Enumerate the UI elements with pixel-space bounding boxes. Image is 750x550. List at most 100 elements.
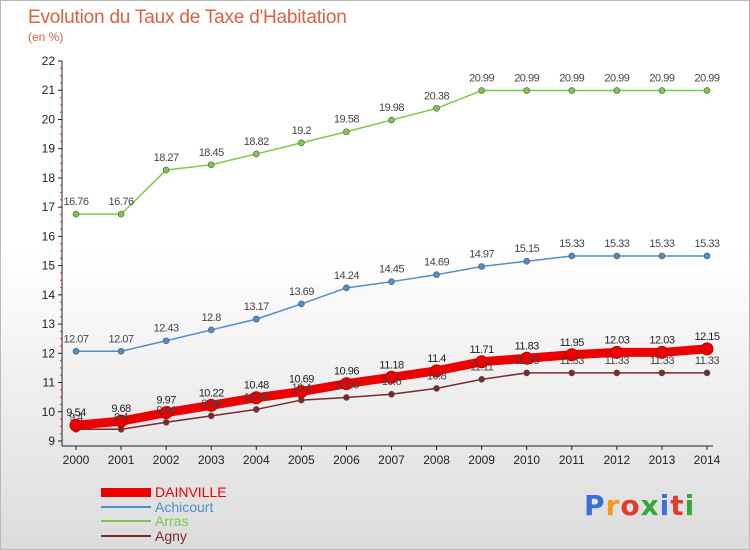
data-label: 14.24 (334, 270, 359, 282)
y-minor-tick (60, 67, 62, 69)
data-point (703, 369, 711, 377)
data-label: 9.64 (156, 404, 176, 416)
data-label: 11.18 (379, 359, 404, 371)
data-point (703, 252, 711, 260)
y-minor-tick (60, 82, 62, 84)
axes (58, 60, 713, 450)
data-point (433, 271, 440, 278)
data-point (252, 406, 260, 413)
data-point (565, 348, 579, 362)
data-label: 11.33 (515, 355, 540, 367)
data-label: 9.68 (111, 403, 131, 415)
data-label: 10.96 (334, 366, 359, 378)
data-point (159, 406, 173, 420)
y-minor-tick (60, 228, 62, 230)
x-tick-label: 2010 (513, 453, 540, 467)
y-tick-label: 13 (42, 317, 56, 331)
data-point (433, 385, 440, 392)
data-label: 11.33 (650, 355, 675, 367)
x-tick-label: 2000 (63, 453, 90, 467)
series-agny (72, 369, 711, 433)
y-minor-tick (60, 75, 62, 77)
data-label: 18.27 (154, 152, 179, 164)
y-tick-label: 11 (43, 376, 56, 390)
data-label: 12.15 (694, 331, 719, 343)
legend-label: Achicourt (155, 498, 214, 515)
data-point (294, 385, 308, 399)
y-tick-label: 16 (42, 229, 56, 243)
y-tick-label: 21 (42, 83, 56, 97)
data-label: 11.33 (560, 355, 585, 367)
proxiti-logo: Proxiti (584, 489, 695, 522)
y-minor-tick (60, 133, 62, 135)
logo-letter: x (640, 489, 660, 522)
data-point (343, 284, 350, 292)
data-label: 16.76 (63, 196, 88, 208)
series-arras (72, 87, 711, 218)
y-tick-label: 22 (42, 54, 56, 68)
y-tick-label: 9 (48, 434, 55, 448)
data-point (249, 391, 263, 405)
data-point (703, 87, 711, 94)
data-label: 9.4 (69, 411, 83, 423)
y-minor-tick (60, 192, 62, 194)
y-minor-tick (60, 170, 62, 172)
data-label: 9.54 (66, 407, 86, 419)
data-point (117, 347, 125, 355)
data-point (658, 252, 666, 260)
data-label: 12.03 (604, 334, 629, 346)
series-achicourt (72, 252, 711, 355)
logo-letter: r (605, 489, 621, 522)
data-point (433, 105, 440, 112)
y-minor-tick (60, 221, 62, 223)
y-minor-tick (60, 425, 62, 427)
data-point (72, 347, 80, 355)
data-point (388, 116, 395, 124)
data-point (69, 418, 83, 432)
y-tick-label: 17 (42, 200, 56, 214)
data-point (613, 87, 621, 94)
y-minor-tick (60, 301, 62, 303)
legend-label: Arras (155, 513, 189, 529)
data-point (388, 278, 395, 285)
data-point (385, 370, 398, 384)
logo-letter: t (670, 489, 685, 522)
x-tick-label: 2013 (649, 453, 676, 467)
data-label: 19.2 (292, 125, 312, 137)
data-label: 11.83 (515, 340, 540, 352)
legend-swatch (101, 520, 151, 522)
y-minor-tick (60, 338, 62, 340)
y-minor-tick (60, 184, 62, 186)
y-minor-tick (60, 367, 62, 369)
y-minor-tick (60, 104, 62, 106)
data-label: 12.43 (154, 323, 179, 335)
data-point (298, 139, 305, 147)
y-minor-tick (60, 360, 62, 362)
data-label: 10.4 (292, 382, 312, 394)
data-label: 11.33 (695, 355, 720, 367)
data-label: 10.8 (427, 370, 447, 382)
legend-label: Agny (155, 527, 187, 544)
x-tick-label: 2004 (243, 453, 270, 467)
data-label: 12.8 (202, 312, 222, 324)
data-label: 18.82 (244, 136, 269, 148)
data-point (343, 394, 350, 401)
data-point (298, 300, 305, 308)
data-label: 15.33 (694, 238, 719, 250)
y-minor-tick (60, 330, 62, 332)
data-point (388, 390, 395, 398)
y-tick-label: 19 (42, 142, 56, 156)
x-tick-label: 2002 (153, 453, 180, 467)
data-label: 14.97 (469, 248, 494, 260)
y-tick-label: 10 (42, 405, 56, 419)
data-label: 13.17 (244, 301, 269, 313)
x-tick-label: 2008 (423, 453, 450, 467)
series-layer (69, 87, 714, 433)
data-label: 10.48 (244, 380, 269, 392)
y-minor-tick (60, 97, 62, 99)
data-label: 19.98 (379, 102, 404, 114)
y-tick-label: 18 (42, 171, 56, 185)
data-point (613, 369, 621, 377)
data-label: 20.38 (424, 90, 449, 102)
